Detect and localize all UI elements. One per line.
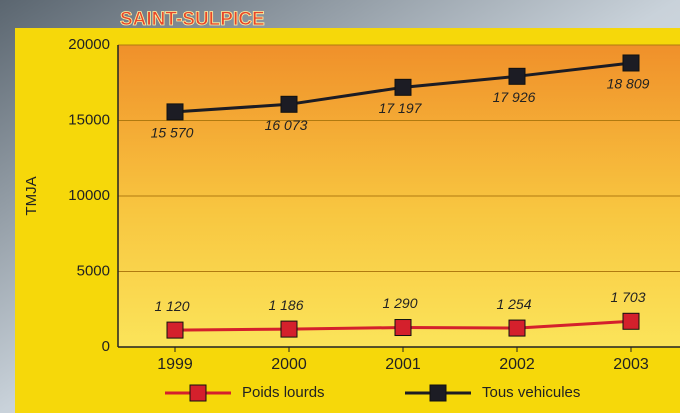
legend-marker bbox=[429, 384, 447, 402]
legend-label: Poids lourds bbox=[242, 384, 325, 401]
marker bbox=[394, 319, 412, 337]
y-tick-label: 15000 bbox=[68, 111, 110, 128]
y-tick-label: 20000 bbox=[68, 36, 110, 53]
legend-label: Tous vehicules bbox=[482, 384, 580, 401]
value-label: 17 926 bbox=[493, 89, 536, 105]
marker bbox=[394, 78, 412, 96]
marker bbox=[166, 321, 184, 339]
legend-marker bbox=[189, 384, 207, 402]
marker bbox=[508, 67, 526, 85]
marker bbox=[508, 319, 526, 337]
value-label: 1 254 bbox=[496, 296, 531, 312]
chart-title: SAINT-SULPICE bbox=[120, 9, 265, 30]
x-tick-label: 1999 bbox=[157, 356, 193, 373]
value-label: 1 186 bbox=[268, 297, 303, 313]
value-label: 1 290 bbox=[382, 295, 417, 311]
marker bbox=[280, 320, 298, 338]
value-label: 1 120 bbox=[154, 298, 189, 314]
x-tick-label: 2001 bbox=[385, 356, 421, 373]
value-label: 18 809 bbox=[607, 76, 650, 92]
value-label: 15 570 bbox=[151, 125, 194, 141]
value-label: 17 197 bbox=[379, 100, 423, 116]
value-label: 1 703 bbox=[610, 289, 645, 305]
marker bbox=[166, 103, 184, 121]
y-axis-label: TMJA bbox=[23, 176, 40, 215]
y-tick-label: 5000 bbox=[77, 262, 110, 279]
y-tick-label: 10000 bbox=[68, 187, 110, 204]
marker bbox=[280, 95, 298, 113]
value-label: 16 073 bbox=[265, 117, 308, 133]
x-tick-label: 2000 bbox=[271, 356, 307, 373]
x-tick-label: 2003 bbox=[613, 356, 649, 373]
marker bbox=[622, 312, 640, 330]
x-tick-label: 2002 bbox=[499, 356, 535, 373]
marker bbox=[622, 54, 640, 72]
y-tick-label: 0 bbox=[102, 338, 110, 355]
